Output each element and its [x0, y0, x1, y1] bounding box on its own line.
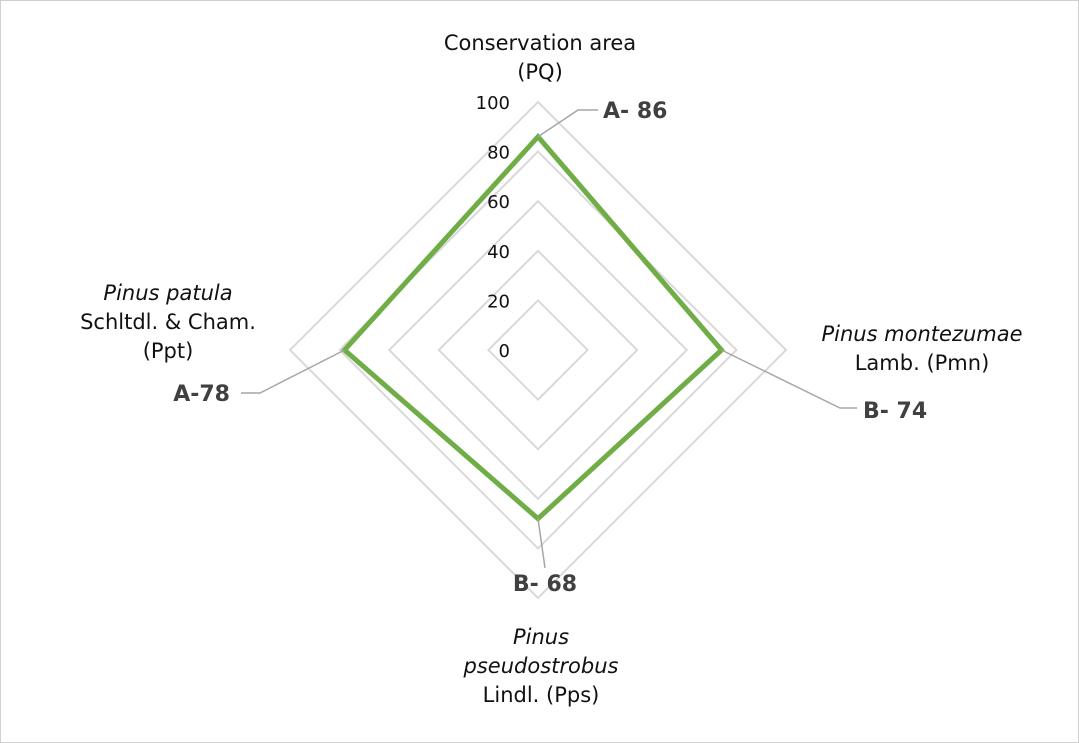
axis-title: Schltdl. & Cham. — [80, 310, 256, 334]
tick-label: 100 — [476, 93, 510, 114]
grid-ring — [486, 298, 590, 402]
data-label: A- 86 — [603, 99, 667, 124]
grid-ring — [288, 100, 788, 600]
data-label: B- 74 — [863, 399, 927, 424]
tick-label: 60 — [487, 192, 510, 213]
axis-title: Pinus montezumae — [821, 322, 1022, 346]
axis-title: Lamb. (Pmn) — [855, 351, 990, 375]
leader-line — [537, 109, 598, 138]
tick-label: 40 — [487, 242, 510, 263]
tick-label: 0 — [499, 341, 510, 362]
grid-ring — [338, 150, 738, 550]
leader-line — [537, 518, 546, 569]
leader-line — [241, 349, 345, 394]
axis-title: pseudostrobus — [463, 654, 619, 678]
tick-label: 20 — [487, 291, 510, 312]
data-label: B- 68 — [513, 572, 577, 597]
axis-title: Lindl. (Pps) — [483, 683, 600, 707]
tick-label: 80 — [487, 143, 510, 164]
axis-title: Pinus patula — [103, 281, 232, 305]
grid-ring — [437, 249, 639, 451]
leader-line — [721, 349, 857, 409]
axis-title: Pinus — [513, 625, 569, 649]
axis-title: (Ppt) — [143, 339, 194, 363]
data-label: A-78 — [173, 382, 230, 407]
grid-ring — [387, 199, 689, 501]
axis-title: Conservation area — [444, 31, 636, 55]
axis-title: (PQ) — [517, 60, 563, 84]
